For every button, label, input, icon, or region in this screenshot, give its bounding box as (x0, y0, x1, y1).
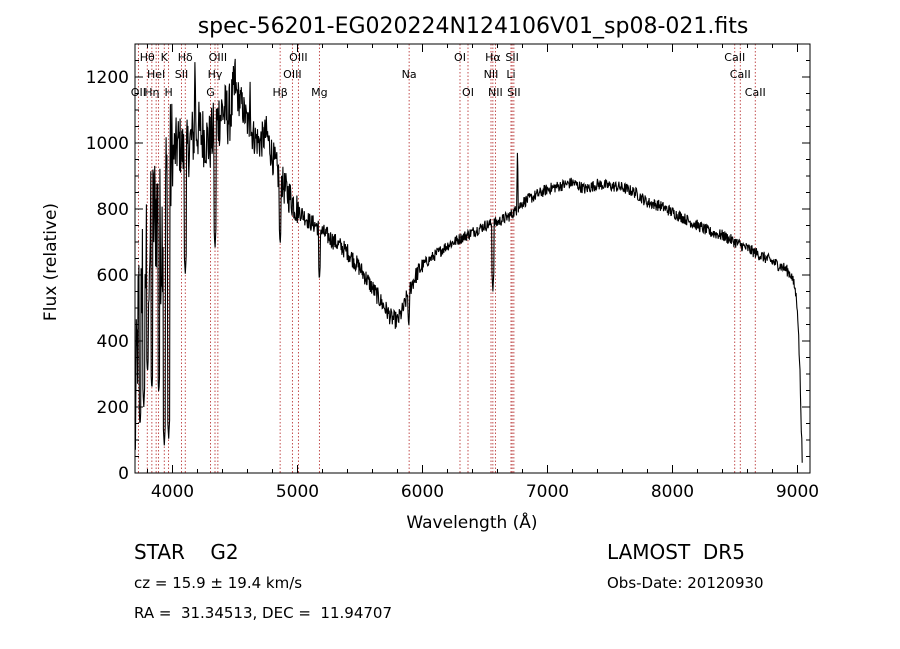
plot-frame (134, 43, 811, 474)
x-axis-label: Wavelength (Å) (406, 511, 537, 533)
line-label: Hη (144, 86, 159, 99)
line-label: OI (454, 51, 466, 64)
line-label: H (164, 86, 172, 99)
y-tick-label: 800 (97, 200, 129, 220)
obs-date-text: Obs-Date: 20120930 (607, 574, 764, 592)
line-label: NII (484, 68, 499, 81)
line-label: Hθ (140, 51, 155, 64)
line-label: SII (507, 86, 520, 99)
line-label: SII (175, 68, 188, 81)
spectrum-line (134, 58, 803, 463)
x-tick-label: 9000 (776, 482, 819, 502)
line-label: SII (505, 51, 518, 64)
x-tick-label: 8000 (651, 482, 694, 502)
y-tick-label: 0 (118, 464, 129, 484)
line-label: K (161, 51, 169, 64)
y-tick-label: 200 (97, 398, 129, 418)
line-label: G (206, 86, 215, 99)
line-label: Hα (485, 51, 501, 64)
chart-title: spec-56201-EG020224N124106V01_sp08-021.f… (198, 14, 749, 39)
y-axis: 0 200 400 600 800 1000 1200 (86, 43, 810, 484)
line-label: Hβ (272, 86, 287, 99)
x-tick-label: 6000 (401, 482, 444, 502)
line-label: Hγ (208, 68, 223, 81)
line-label: CaII (745, 86, 766, 99)
line-label: OIII (209, 51, 227, 64)
line-label: Mg (311, 86, 327, 99)
spectral-line-labels: OIIHθHηHeIKHSIIHδGHγOIIIHβOIIIOIIIMgNaOI… (131, 51, 766, 99)
y-tick-label: 1200 (86, 68, 129, 88)
x-tick-label: 5000 (276, 482, 319, 502)
classification-text: STAR G2 (134, 540, 239, 564)
y-tick-label: 1000 (86, 134, 129, 154)
line-label: OIII (289, 51, 307, 64)
line-label: CaII (730, 68, 751, 81)
redshift-text: cz = 15.9 ± 19.4 km/s (134, 574, 303, 592)
spectral-line-markers (137, 44, 756, 473)
line-label: OIII (283, 68, 301, 81)
line-label: Na (402, 68, 417, 81)
line-label: HeI (147, 68, 165, 81)
line-label: OI (462, 86, 474, 99)
coordinates-text: RA = 31.34513, DEC = 11.94707 (134, 604, 393, 622)
line-label: NII (488, 86, 503, 99)
x-axis: 4000 5000 6000 7000 8000 9000 (147, 44, 819, 502)
x-tick-label: 4000 (151, 482, 194, 502)
x-tick-label: 7000 (526, 482, 569, 502)
y-axis-label: Flux (relative) (41, 203, 61, 321)
plot-area: OIIHθHηHeIKHSIIHδGHγOIIIHβOIIIOIIIMgNaOI… (131, 43, 811, 474)
survey-text: LAMOST DR5 (607, 540, 745, 564)
line-label: Li (506, 68, 515, 81)
y-tick-label: 400 (97, 332, 129, 352)
line-label: Hδ (178, 51, 193, 64)
line-label: CaII (724, 51, 745, 64)
y-tick-label: 600 (97, 266, 129, 286)
